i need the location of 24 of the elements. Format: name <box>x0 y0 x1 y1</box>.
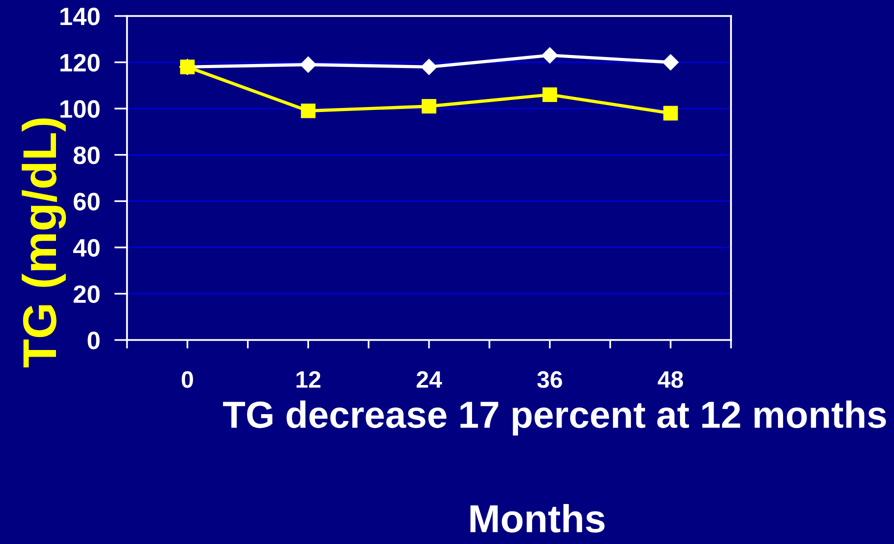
y-tick-label: 0 <box>88 332 100 350</box>
point <box>542 47 558 64</box>
point <box>662 54 679 70</box>
x-tick-label: 48 <box>658 371 684 388</box>
text: TG decrease 17 percent at 12 months <box>223 400 886 436</box>
y-tick-label: 140 <box>60 8 100 26</box>
x-tick-label: 12 <box>296 371 320 388</box>
y-tick-label: 80 <box>74 146 100 164</box>
point <box>542 87 558 102</box>
y-tick-label: 60 <box>74 192 100 210</box>
point <box>420 58 438 75</box>
x-axis-title: Months <box>470 504 605 533</box>
y-tick-label: 120 <box>60 54 100 72</box>
x-tick-label: 24 <box>416 371 442 388</box>
x-tick-label: 0 <box>182 371 193 388</box>
y-tick-label: 100 <box>60 100 100 118</box>
point <box>300 56 316 73</box>
y-tick-label: 40 <box>73 239 100 257</box>
point <box>300 104 316 118</box>
x-tick-label: 36 <box>537 371 562 388</box>
point <box>422 98 436 114</box>
point <box>663 106 678 120</box>
y-axis-title: TG (mg/dL) <box>22 118 66 368</box>
y-tick-label: 20 <box>74 285 100 304</box>
